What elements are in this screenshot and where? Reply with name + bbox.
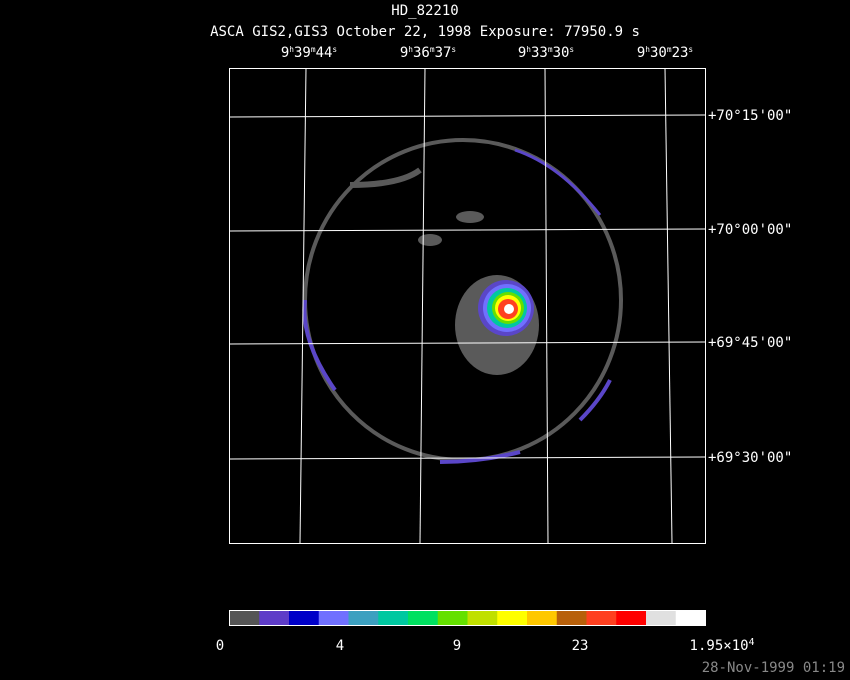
superscript: h [526,45,531,54]
blob [418,234,442,246]
label: 9h30m23s [637,45,693,61]
dec-line [228,228,707,232]
superscript: s [451,45,456,54]
subtitle: ASCA GIS2,GIS3 October 22, 1998 Exposure… [210,24,640,40]
superscript: m [430,45,435,54]
colorbar-segment [646,611,677,625]
label-part: 23 [572,638,589,654]
colorbar-segment [348,611,379,625]
dec-line [228,341,707,345]
source [504,304,514,314]
label: 4 [336,638,344,654]
colorbar-segment [318,611,349,625]
colorbar-segment [467,611,498,625]
superscript: m [311,45,316,54]
ring-edge [578,379,612,422]
label: 9 [453,638,461,654]
label-part: 9 [400,45,408,61]
superscript: h [289,45,294,54]
label-part: 9 [453,638,461,654]
superscript: 4 [749,637,755,648]
colorbar-segment [408,611,439,625]
ra-line [419,67,426,544]
dec-label: +69°45'00" [708,335,792,351]
label-part: 37 [435,45,452,61]
label-part: 39 [294,45,311,61]
ring-edge [514,148,602,216]
label-part: 30 [650,45,667,61]
label-part: 44 [316,45,333,61]
colorbar-frame [229,610,706,626]
superscript: s [688,45,693,54]
colorbar-segment [616,611,647,625]
title: HD_82210 [391,3,458,19]
label: 23 [572,638,589,654]
label-part: 30 [553,45,570,61]
dec-label: +69°30'00" [708,450,792,466]
superscript: h [408,45,413,54]
dec-line [228,456,707,460]
colorbar-segment [229,611,260,625]
label-part: 9 [518,45,526,61]
dec-line [228,114,707,118]
ra-line [299,67,307,544]
label-part: 9 [281,45,289,61]
label: 9h39m44s [281,45,337,61]
colorbar [229,611,706,625]
label: 1.95×104 [690,637,755,654]
labels: 9h39m44s 9h36m37s 9h33m30s 9h30m23s+70°15'0… [216,45,793,654]
ra-line [664,67,673,544]
dec-label: +70°15'00" [708,108,792,124]
superscript: s [569,45,574,54]
blob [349,167,422,188]
label-part: 36 [413,45,430,61]
label-part: 23 [672,45,689,61]
label: 9h36m37s [400,45,456,61]
superscript: m [667,45,672,54]
colorbar-segment [527,611,558,625]
superscript: h [645,45,650,54]
label-part: 1.95×10 [690,638,749,654]
blob [456,211,484,223]
label-part: 0 [216,638,224,654]
label: 9h33m30s [518,45,574,61]
label-part: 9 [637,45,645,61]
label: 0 [216,638,224,654]
dec-label: +70°00'00" [708,222,792,238]
label-part: 4 [336,638,344,654]
colorbar-segment [586,611,617,625]
colorbar-segment [437,611,468,625]
footer: 28-Nov-1999 01:19 [702,660,845,676]
colorbar-segment [556,611,587,625]
colorbar-segment [259,611,290,625]
colorbar-segment [378,611,409,625]
superscript: s [332,45,337,54]
frame [229,68,706,544]
image [302,138,623,464]
colorbar-segment [675,611,706,625]
colorbar-segment [289,611,320,625]
superscript: m [548,45,553,54]
ring-edge [302,299,337,392]
coordinate-grid [228,67,707,544]
colorbar-segment [497,611,528,625]
label-part: 33 [531,45,548,61]
ring-edge [439,450,521,464]
ra-line [544,67,549,544]
